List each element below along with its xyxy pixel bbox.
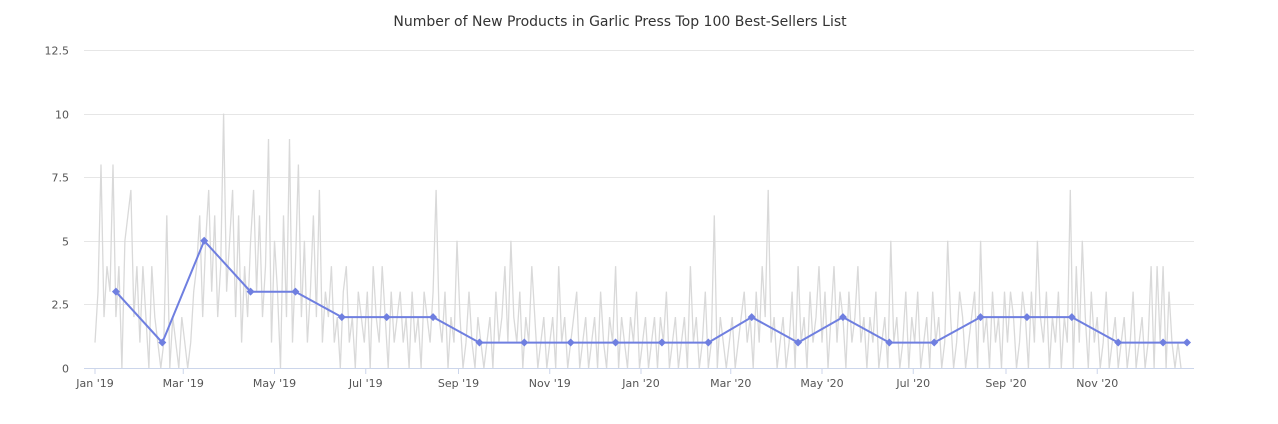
monthly-point[interactable]	[1159, 338, 1168, 347]
x-tick-label: Jul '20	[895, 377, 930, 390]
series-layer	[94, 113, 1191, 369]
y-axis-labels: 0 2.5 5 7.5 10 12.5	[45, 45, 70, 376]
x-tick-label: Jan '19	[75, 377, 113, 390]
monthly-point[interactable]	[429, 313, 438, 322]
monthly-point[interactable]	[657, 338, 666, 347]
monthly-point[interactable]	[158, 338, 167, 347]
monthly-point[interactable]	[200, 236, 209, 245]
x-tick-label: May '19	[253, 377, 296, 390]
y-tick-label: 0	[62, 363, 69, 376]
monthly-point[interactable]	[838, 313, 847, 322]
monthly-point[interactable]	[382, 313, 391, 322]
monthly-point[interactable]	[566, 338, 575, 347]
monthly-point[interactable]	[111, 287, 120, 296]
monthly-point[interactable]	[611, 338, 620, 347]
monthly-point[interactable]	[1022, 313, 1031, 322]
chart-title: Number of New Products in Garlic Press T…	[393, 14, 847, 30]
monthly-point[interactable]	[291, 287, 300, 296]
x-tick-label: Mar '19	[163, 377, 204, 390]
x-tick-label: Jan '20	[621, 377, 659, 390]
x-tick-label: May '20	[800, 377, 843, 390]
monthly-point[interactable]	[1114, 338, 1123, 347]
x-tick-label: Sep '19	[438, 377, 479, 390]
monthly-point[interactable]	[930, 338, 939, 347]
monthly-point[interactable]	[794, 338, 803, 347]
x-tick-label: Jul '19	[348, 377, 383, 390]
grid-lines	[84, 50, 1194, 305]
monthly-point[interactable]	[475, 338, 484, 347]
monthly-point[interactable]	[520, 338, 529, 347]
monthly-point[interactable]	[704, 338, 713, 347]
x-axis-labels: Jan '19 Mar '19 May '19 Jul '19 Sep '19 Nov '…	[75, 377, 1118, 390]
x-tick-label: Nov '20	[1076, 377, 1118, 390]
monthly-point[interactable]	[976, 313, 985, 322]
y-tick-label: 7.5	[52, 172, 70, 185]
y-tick-label: 10	[55, 109, 69, 122]
monthly-point[interactable]	[1067, 313, 1076, 322]
monthly-point[interactable]	[885, 338, 894, 347]
daily-series-line	[94, 113, 1182, 369]
y-tick-label: 2.5	[52, 299, 70, 312]
x-tick-label: Nov '19	[529, 377, 571, 390]
monthly-point[interactable]	[246, 287, 255, 296]
monthly-point[interactable]	[747, 313, 756, 322]
x-tick-label: Mar '20	[710, 377, 751, 390]
x-tick-label: Sep '20	[985, 377, 1026, 390]
monthly-point[interactable]	[1183, 338, 1191, 347]
x-axis-ticks	[94, 368, 1098, 374]
y-tick-label: 5	[62, 236, 69, 249]
y-tick-label: 12.5	[45, 45, 70, 58]
monthly-point[interactable]	[337, 313, 346, 322]
